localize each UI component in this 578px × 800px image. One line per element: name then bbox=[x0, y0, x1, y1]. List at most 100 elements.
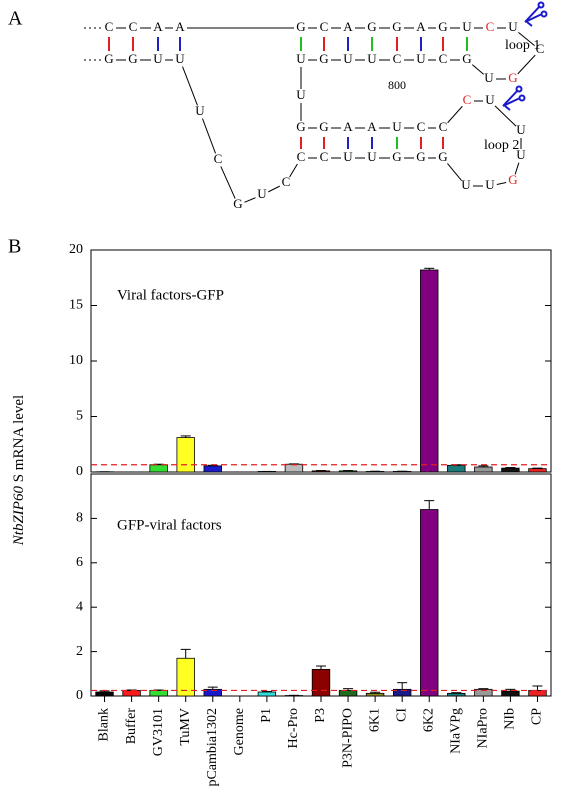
x-tick-label: CP bbox=[530, 708, 545, 725]
backbone bbox=[447, 163, 462, 181]
error-bar bbox=[343, 688, 354, 691]
nucleotide: C bbox=[417, 119, 426, 134]
bar bbox=[203, 465, 222, 473]
backbone bbox=[182, 66, 198, 106]
nucleotide: U bbox=[343, 51, 353, 66]
y-tick-label: 2 bbox=[76, 644, 83, 659]
error-bar bbox=[424, 267, 435, 270]
bar bbox=[501, 467, 520, 473]
x-tick-label: P3N-PIPO bbox=[340, 708, 355, 768]
backbone bbox=[517, 54, 536, 75]
nucleotide: C bbox=[393, 51, 402, 66]
nucleotide: A bbox=[343, 119, 353, 134]
panel-label: B bbox=[8, 236, 21, 258]
nucleotide: U bbox=[461, 177, 471, 192]
nucleotide: A bbox=[153, 19, 163, 34]
x-tick-label: Buffer bbox=[124, 708, 139, 745]
nucleotide: C bbox=[486, 19, 495, 34]
nucleotide: U bbox=[392, 119, 402, 134]
y-tick-label: 20 bbox=[69, 242, 83, 257]
error-bar bbox=[424, 500, 435, 510]
nucleotide: U bbox=[516, 147, 526, 162]
nucleotide: C bbox=[214, 151, 223, 166]
bar bbox=[122, 690, 141, 697]
nucleotide: C bbox=[320, 19, 329, 34]
x-tick-label: Genome bbox=[232, 708, 247, 755]
bar bbox=[311, 668, 331, 697]
bar bbox=[257, 691, 277, 697]
plot-frame bbox=[90, 249, 552, 473]
nucleotide: G bbox=[128, 51, 137, 66]
position-label: 800 bbox=[388, 78, 406, 92]
plot-frame bbox=[90, 473, 552, 697]
nucleotide: A bbox=[367, 119, 377, 134]
nucleotide: U bbox=[175, 51, 185, 66]
nucleotide: G bbox=[438, 149, 447, 164]
error-bar bbox=[478, 688, 489, 690]
bar bbox=[149, 464, 168, 473]
loop-label: loop 2 bbox=[484, 138, 519, 153]
y-tick-label: 8 bbox=[76, 511, 83, 526]
x-tick-label: P1 bbox=[259, 708, 274, 723]
y-tick-label: 5 bbox=[76, 409, 83, 424]
nucleotide: G bbox=[104, 51, 113, 66]
x-tick-label: Blank bbox=[97, 708, 112, 741]
nucleotide: A bbox=[416, 19, 426, 34]
bar bbox=[528, 690, 547, 697]
nucleotide: U bbox=[257, 186, 267, 201]
nucleotide: U bbox=[153, 51, 163, 66]
nucleotide: U bbox=[296, 51, 306, 66]
nucleotide: U bbox=[367, 149, 377, 164]
nucleotide: U bbox=[508, 19, 518, 34]
y-axis-label-part: S mRNA level bbox=[11, 395, 27, 486]
backbone bbox=[201, 118, 217, 154]
error-bar bbox=[370, 691, 381, 694]
x-tick-label: Hc-Pro bbox=[286, 708, 301, 748]
nucleotide: C bbox=[439, 51, 448, 66]
bar bbox=[338, 690, 358, 697]
bar bbox=[95, 691, 114, 697]
error-bar bbox=[505, 467, 516, 469]
nucleotide: G bbox=[392, 19, 401, 34]
bar bbox=[447, 692, 466, 697]
x-tick-label: TuMV bbox=[178, 708, 193, 746]
nucleotide: C bbox=[439, 119, 448, 134]
nucleotide: U bbox=[296, 87, 306, 102]
nucleotide: G bbox=[462, 51, 471, 66]
error-bar bbox=[207, 686, 218, 690]
x-tick-label: CI bbox=[394, 708, 409, 722]
nucleotide: C bbox=[297, 149, 306, 164]
y-tick-label: 10 bbox=[69, 353, 83, 368]
backbone bbox=[496, 181, 507, 186]
y-tick-label: 0 bbox=[76, 688, 83, 703]
bar bbox=[420, 509, 439, 697]
nucleotide: U bbox=[462, 19, 472, 34]
loop-label: loop 1 bbox=[505, 38, 540, 53]
y-tick-label: 0 bbox=[76, 464, 83, 479]
error-bar bbox=[451, 692, 462, 694]
x-tick-label: pCambia1302 bbox=[205, 708, 220, 787]
nucleotide: U bbox=[516, 122, 526, 137]
backbone bbox=[514, 162, 520, 175]
nucleotide: G bbox=[392, 149, 401, 164]
nucleotide: G bbox=[416, 149, 425, 164]
bar bbox=[528, 468, 547, 473]
error-bar bbox=[180, 648, 191, 659]
y-tick-label: 4 bbox=[76, 599, 83, 614]
nucleotide: U bbox=[485, 177, 495, 192]
nucleotide: C bbox=[536, 41, 545, 56]
bar bbox=[474, 466, 493, 473]
bar bbox=[284, 463, 304, 473]
nucleotide: U bbox=[195, 103, 205, 118]
nucleotide: C bbox=[320, 149, 329, 164]
error-bar bbox=[532, 685, 543, 691]
bar bbox=[501, 690, 520, 697]
nucleotide: C bbox=[129, 19, 138, 34]
error-bar bbox=[532, 467, 543, 469]
nucleotide: U bbox=[484, 70, 494, 85]
error-bar bbox=[180, 435, 191, 438]
error-bar bbox=[207, 464, 218, 466]
nucleotide: G bbox=[319, 51, 328, 66]
nucleotide: U bbox=[485, 92, 495, 107]
